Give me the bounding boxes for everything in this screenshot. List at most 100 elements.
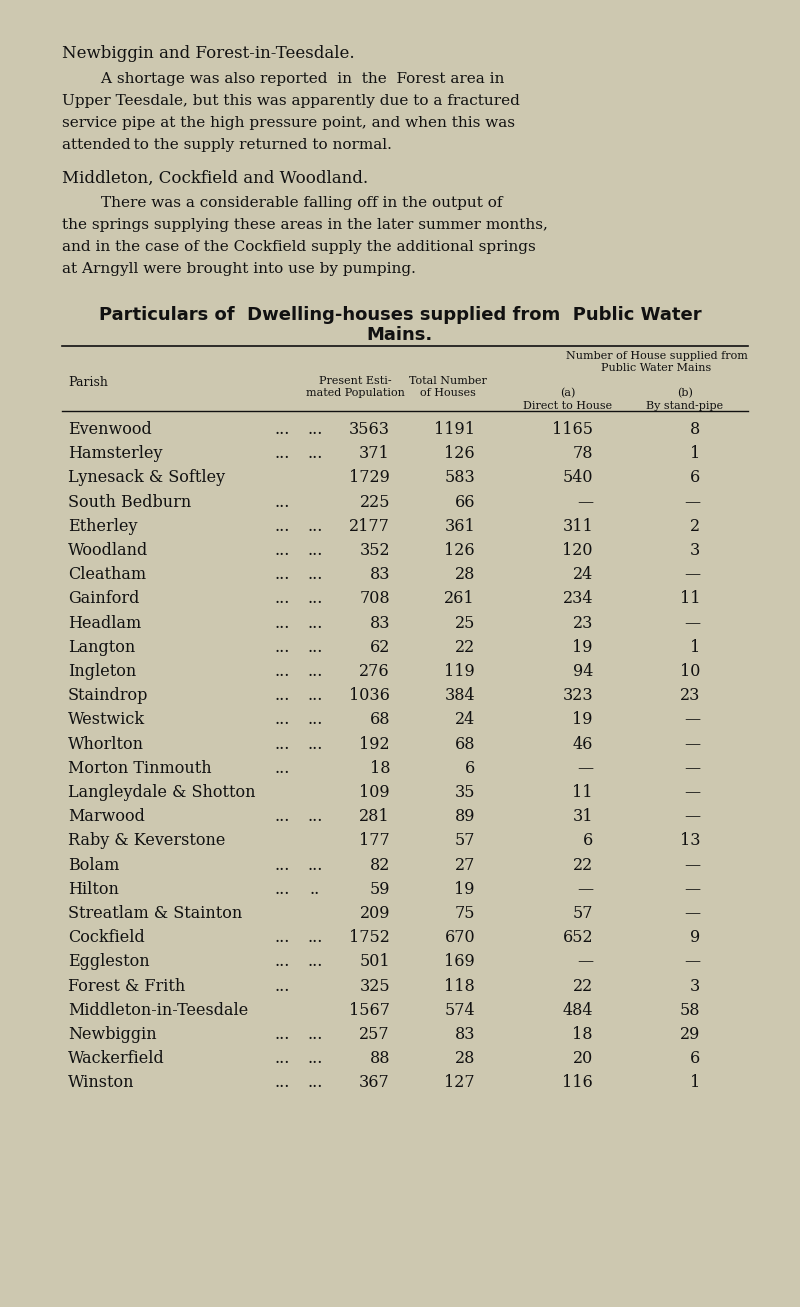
Text: —: — <box>684 614 700 631</box>
Text: —: — <box>577 759 593 776</box>
Text: ...: ... <box>274 978 290 995</box>
Text: ...: ... <box>274 639 290 656</box>
Text: 371: 371 <box>359 446 390 463</box>
Text: ...: ... <box>274 421 290 438</box>
Text: ...: ... <box>274 1026 290 1043</box>
Text: Gainford: Gainford <box>68 591 139 608</box>
Text: 8: 8 <box>690 421 700 438</box>
Text: 1729: 1729 <box>349 469 390 486</box>
Text: Middleton-in-Teesdale: Middleton-in-Teesdale <box>68 1001 248 1018</box>
Text: 11: 11 <box>679 591 700 608</box>
Text: 1752: 1752 <box>349 929 390 946</box>
Text: 82: 82 <box>370 856 390 873</box>
Text: 501: 501 <box>359 953 390 970</box>
Text: 83: 83 <box>454 1026 475 1043</box>
Text: 57: 57 <box>573 904 593 921</box>
Text: Staindrop: Staindrop <box>68 687 148 704</box>
Text: ...: ... <box>307 856 322 873</box>
Text: Wackerfield: Wackerfield <box>68 1051 165 1068</box>
Text: ...: ... <box>274 881 290 898</box>
Text: 670: 670 <box>444 929 475 946</box>
Text: 23: 23 <box>573 614 593 631</box>
Text: 11: 11 <box>573 784 593 801</box>
Text: 1: 1 <box>690 1074 700 1091</box>
Text: ...: ... <box>307 591 322 608</box>
Text: 484: 484 <box>562 1001 593 1018</box>
Text: —: — <box>684 881 700 898</box>
Text: ...: ... <box>274 929 290 946</box>
Text: 19: 19 <box>573 639 593 656</box>
Text: 28: 28 <box>454 1051 475 1068</box>
Text: 18: 18 <box>573 1026 593 1043</box>
Text: 68: 68 <box>454 736 475 753</box>
Text: the springs supplying these areas in the later summer months,: the springs supplying these areas in the… <box>62 218 548 233</box>
Text: ...: ... <box>307 566 322 583</box>
Text: 1036: 1036 <box>349 687 390 704</box>
Text: ...: ... <box>307 953 322 970</box>
Text: —: — <box>684 856 700 873</box>
Text: 83: 83 <box>370 566 390 583</box>
Text: ..: .. <box>310 881 320 898</box>
Text: ...: ... <box>274 759 290 776</box>
Text: —: — <box>684 566 700 583</box>
Text: 27: 27 <box>454 856 475 873</box>
Text: 119: 119 <box>444 663 475 680</box>
Text: Newbiggin: Newbiggin <box>68 1026 157 1043</box>
Text: ...: ... <box>307 639 322 656</box>
Text: 352: 352 <box>359 542 390 559</box>
Text: 367: 367 <box>359 1074 390 1091</box>
Text: ...: ... <box>274 518 290 535</box>
Text: 6: 6 <box>465 759 475 776</box>
Text: Woodland: Woodland <box>68 542 148 559</box>
Text: and in the case of the Cockfield supply the additional springs: and in the case of the Cockfield supply … <box>62 240 536 254</box>
Text: Eggleston: Eggleston <box>68 953 150 970</box>
Text: —: — <box>684 494 700 511</box>
Text: 2177: 2177 <box>349 518 390 535</box>
Text: 35: 35 <box>454 784 475 801</box>
Text: 75: 75 <box>454 904 475 921</box>
Text: Forest & Frith: Forest & Frith <box>68 978 186 995</box>
Text: service pipe at the high pressure point, and when this was: service pipe at the high pressure point,… <box>62 116 515 129</box>
Text: Morton Tinmouth: Morton Tinmouth <box>68 759 212 776</box>
Text: 2: 2 <box>690 518 700 535</box>
Text: ...: ... <box>307 542 322 559</box>
Text: Hilton: Hilton <box>68 881 119 898</box>
Text: 1191: 1191 <box>434 421 475 438</box>
Text: —: — <box>684 808 700 825</box>
Text: 261: 261 <box>444 591 475 608</box>
Text: 57: 57 <box>454 833 475 850</box>
Text: A shortage was also reported  in  the  Forest area in: A shortage was also reported in the Fore… <box>62 72 504 86</box>
Text: 234: 234 <box>562 591 593 608</box>
Text: 22: 22 <box>573 856 593 873</box>
Text: 58: 58 <box>679 1001 700 1018</box>
Text: 281: 281 <box>359 808 390 825</box>
Text: Headlam: Headlam <box>68 614 142 631</box>
Text: 22: 22 <box>573 978 593 995</box>
Text: ...: ... <box>274 953 290 970</box>
Text: 31: 31 <box>573 808 593 825</box>
Text: 9: 9 <box>690 929 700 946</box>
Text: —: — <box>577 494 593 511</box>
Text: Langton: Langton <box>68 639 135 656</box>
Text: ...: ... <box>274 614 290 631</box>
Text: ...: ... <box>307 663 322 680</box>
Text: ...: ... <box>307 736 322 753</box>
Text: ...: ... <box>274 736 290 753</box>
Text: 59: 59 <box>370 881 390 898</box>
Text: 23: 23 <box>680 687 700 704</box>
Text: 19: 19 <box>454 881 475 898</box>
Text: ...: ... <box>307 1051 322 1068</box>
Text: 1567: 1567 <box>349 1001 390 1018</box>
Text: 6: 6 <box>690 469 700 486</box>
Text: ...: ... <box>274 1074 290 1091</box>
Text: (a)
Direct to House: (a) Direct to House <box>523 388 613 410</box>
Text: ...: ... <box>274 446 290 463</box>
Text: Present Esti-
mated Population: Present Esti- mated Population <box>306 376 405 399</box>
Text: attended to the supply returned to normal.: attended to the supply returned to norma… <box>62 139 392 152</box>
Text: ...: ... <box>307 808 322 825</box>
Text: —: — <box>577 953 593 970</box>
Text: 540: 540 <box>562 469 593 486</box>
Text: Cockfield: Cockfield <box>68 929 145 946</box>
Text: Newbiggin and Forest-in-Teesdale.: Newbiggin and Forest-in-Teesdale. <box>62 44 354 61</box>
Text: Whorlton: Whorlton <box>68 736 144 753</box>
